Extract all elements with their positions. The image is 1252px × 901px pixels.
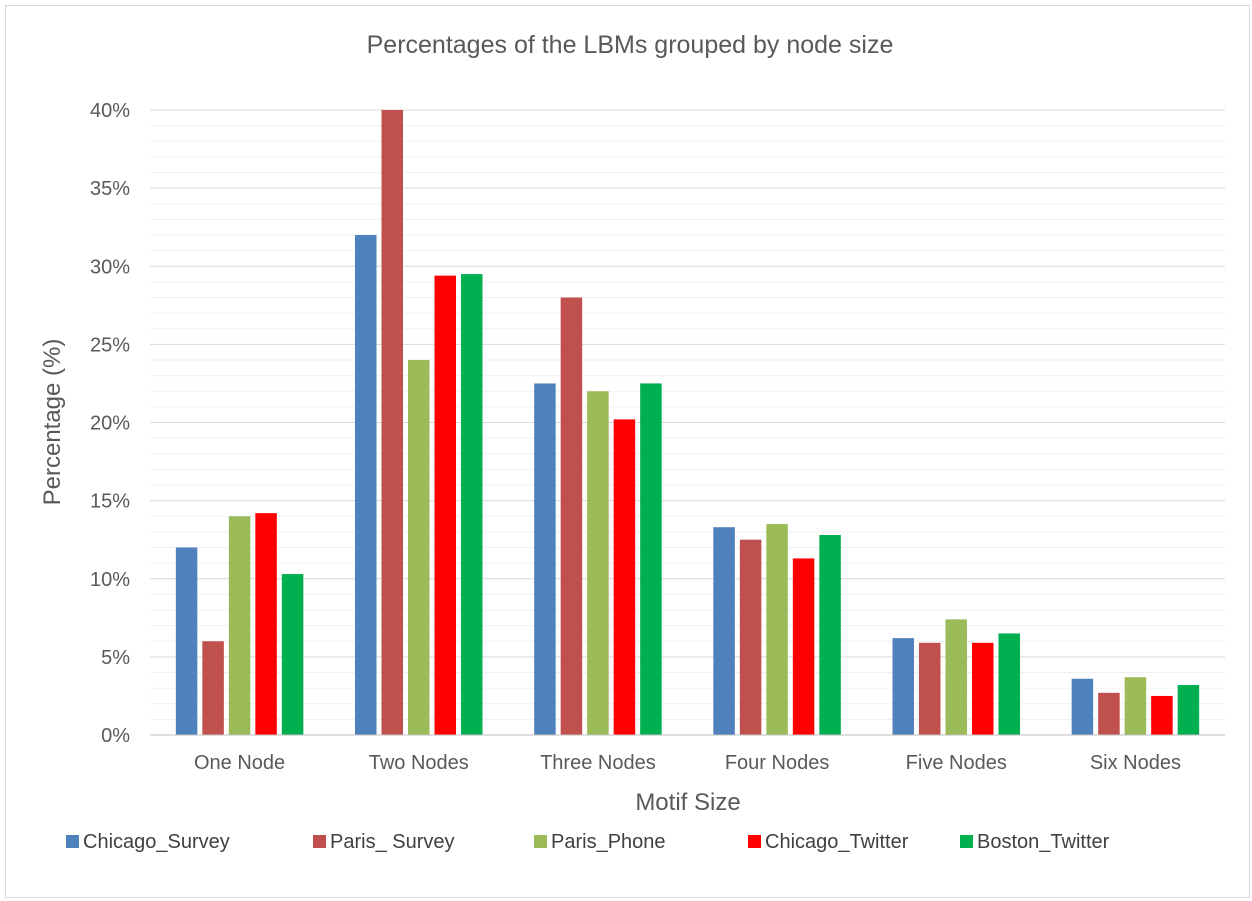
bar [175, 547, 198, 735]
bar [534, 383, 556, 735]
y-tick-label: 5% [101, 647, 130, 669]
bar [560, 297, 583, 735]
y-tick-label: 25% [90, 334, 130, 356]
x-tick-label: Two Nodes [369, 752, 469, 774]
bar [819, 535, 841, 735]
y-tick-label: 40% [90, 100, 130, 122]
bar [998, 633, 1020, 735]
y-tick-label: 30% [90, 256, 130, 278]
bar [945, 619, 967, 735]
bar [381, 110, 403, 735]
bar [255, 513, 277, 735]
y-tick-label: 10% [90, 569, 130, 591]
legend-swatch [960, 835, 973, 848]
bar [739, 539, 762, 735]
bar [281, 574, 304, 735]
x-tick-label: Six Nodes [1090, 752, 1181, 774]
bar [766, 524, 788, 735]
gridlines [150, 109, 1225, 720]
y-tick-label: 0% [101, 725, 130, 747]
bar [892, 638, 914, 735]
bar [202, 641, 224, 735]
legend-entry: Chicago_Twitter [765, 831, 909, 853]
bar [713, 527, 735, 735]
bar [613, 419, 636, 735]
bar [408, 360, 430, 735]
y-tick-label: 35% [90, 178, 130, 200]
legend-swatch [534, 835, 547, 848]
x-axis-ticks: One Node Two Nodes Three Nodes Four Nodes Fi… [194, 752, 1181, 774]
x-tick-label: Three Nodes [540, 752, 656, 774]
chart-frame [5, 5, 1250, 898]
legend-swatch [66, 835, 79, 848]
chart-title: Percentages of the LBMs grouped by node … [367, 31, 894, 59]
bar [1071, 678, 1094, 735]
x-axis-label: Motif Size [635, 789, 740, 816]
y-axis-label: Percentage (%) [39, 339, 66, 506]
bar [792, 558, 815, 735]
bar [355, 235, 377, 735]
legend-entry: Paris_ Survey [330, 831, 455, 853]
y-axis-ticks: 0% 5% 10% 15% 20% 25% 30% 35% 40% [90, 100, 130, 747]
x-tick-label: One Node [194, 752, 285, 774]
legend-entry: Boston_Twitter [977, 831, 1110, 853]
bar [1124, 677, 1147, 735]
bar [434, 275, 456, 735]
x-tick-label: Five Nodes [906, 752, 1007, 774]
legend-swatch [313, 835, 326, 848]
bar [1098, 692, 1120, 735]
y-tick-label: 15% [90, 491, 130, 513]
legend-entry: Paris_Phone [551, 831, 666, 853]
bar [228, 516, 251, 735]
y-tick-label: 20% [90, 413, 130, 435]
bars [175, 110, 1200, 735]
legend-entry: Chicago_Survey [83, 831, 230, 853]
x-tick-label: Four Nodes [725, 752, 830, 774]
bar [919, 642, 941, 735]
legend: Chicago_Survey Paris_ Survey Paris_Phone Ch… [66, 831, 1110, 853]
legend-swatch [748, 835, 761, 848]
bar [640, 383, 662, 735]
bar [461, 274, 483, 735]
bar [972, 642, 994, 735]
bar [587, 391, 609, 735]
bar [1177, 685, 1200, 735]
bar [1151, 695, 1173, 735]
